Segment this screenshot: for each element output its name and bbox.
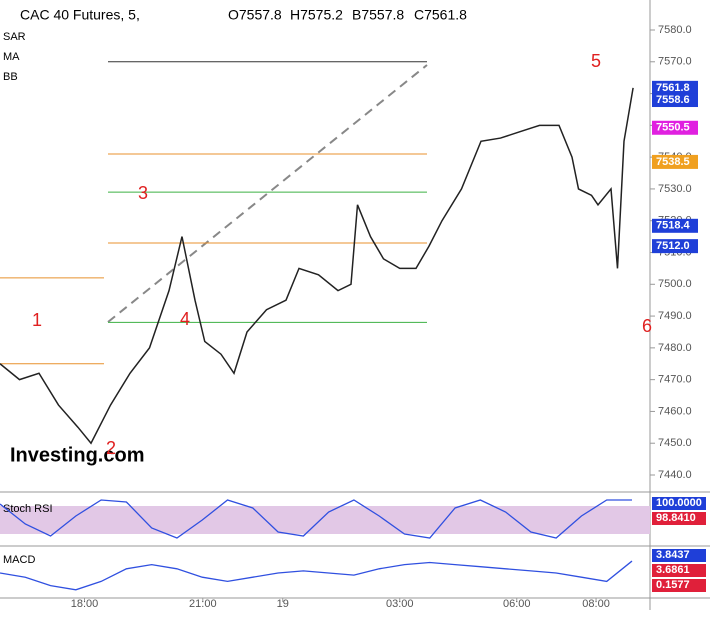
- y-tick-label: 7500.0: [658, 278, 692, 290]
- symbol: CAC 40 Futures, 5,: [20, 7, 140, 23]
- panel-label: MACD: [3, 554, 35, 566]
- value-tag: [652, 497, 706, 510]
- price-tag: [652, 93, 698, 108]
- y-tick-label: 7570.0: [658, 56, 692, 68]
- stoch-band: [0, 506, 650, 534]
- indicator[interactable]: BB: [3, 71, 18, 83]
- y-tick-label: 7440.0: [658, 469, 692, 481]
- annotation: 5: [591, 51, 601, 71]
- y-tick-label: 7450.0: [658, 437, 692, 449]
- price-tag: [652, 120, 698, 135]
- value-tag: [652, 549, 706, 562]
- y-tick-label: 7530.0: [658, 183, 692, 195]
- value-tag-label: 100.0000: [656, 497, 702, 509]
- stoch_rsi-line: [0, 499, 632, 539]
- ohlc: O7557.8: [228, 7, 282, 23]
- price-tag: [652, 239, 698, 254]
- x-tick-label: 21:00: [189, 598, 217, 610]
- price-line: [0, 87, 634, 445]
- price-tag-label: 7512.0: [656, 240, 690, 252]
- price-tag: [652, 80, 698, 95]
- price-tag: [652, 218, 698, 233]
- macd-line: [0, 560, 633, 591]
- indicator[interactable]: SAR: [3, 31, 26, 43]
- y-tick-label: 7460.0: [658, 405, 692, 417]
- x-tick-label: 03:00: [386, 598, 414, 610]
- annotation: 1: [32, 310, 42, 330]
- ohlc: C7561.8: [414, 7, 467, 23]
- price-tag-label: 7558.6: [656, 94, 690, 106]
- y-tick-label: 7470.0: [658, 374, 692, 386]
- price-tag: [652, 154, 698, 169]
- price-tag-label: 7561.8: [656, 82, 690, 94]
- price-tag-label: 7538.5: [656, 156, 690, 168]
- indicator[interactable]: MA: [3, 51, 20, 63]
- price-tag-label: 7518.4: [656, 220, 691, 232]
- value-tag-label: 3.8437: [656, 549, 690, 561]
- annotation: 3: [138, 183, 148, 203]
- ohlc: B7557.8: [352, 7, 404, 23]
- value-tag: [652, 512, 706, 525]
- annotation: 6: [642, 316, 652, 336]
- value-tag-label: 0.1577: [656, 579, 690, 591]
- annotation: 2: [106, 438, 116, 458]
- ohlc: H7575.2: [290, 7, 343, 23]
- trend-line: [107, 64, 428, 323]
- y-tick-label: 7580.0: [658, 24, 692, 36]
- value-tag: [652, 579, 706, 592]
- price-tag-label: 7550.5: [656, 122, 690, 134]
- logo: Investing.com: [10, 444, 144, 466]
- y-tick-label: 7480.0: [658, 342, 692, 354]
- y-tick-label: 7490.0: [658, 310, 692, 322]
- value-tag: [652, 564, 706, 577]
- x-tick-label: 06:00: [503, 598, 531, 610]
- x-tick-label: 18:00: [71, 598, 99, 610]
- panel-label: Stoch RSI: [3, 503, 53, 515]
- value-tag-label: 3.6861: [656, 564, 690, 576]
- annotation: 4: [180, 309, 190, 329]
- value-tag-label: 98.8410: [656, 512, 696, 524]
- x-tick-label: 08:00: [582, 598, 610, 610]
- x-tick-label: 19: [277, 598, 289, 610]
